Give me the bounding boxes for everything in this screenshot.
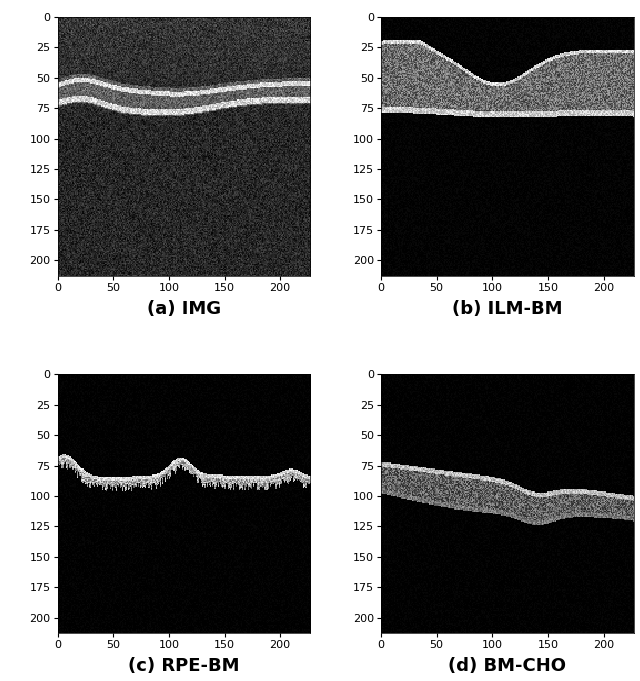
- X-axis label: (a) IMG: (a) IMG: [147, 300, 221, 318]
- X-axis label: (b) ILM-BM: (b) ILM-BM: [452, 300, 563, 318]
- X-axis label: (c) RPE-BM: (c) RPE-BM: [128, 657, 239, 676]
- X-axis label: (d) BM-CHO: (d) BM-CHO: [448, 657, 566, 676]
